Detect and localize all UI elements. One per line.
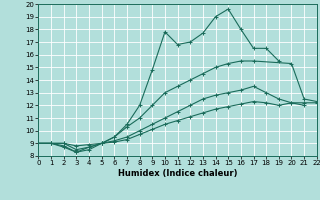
X-axis label: Humidex (Indice chaleur): Humidex (Indice chaleur) (118, 169, 237, 178)
